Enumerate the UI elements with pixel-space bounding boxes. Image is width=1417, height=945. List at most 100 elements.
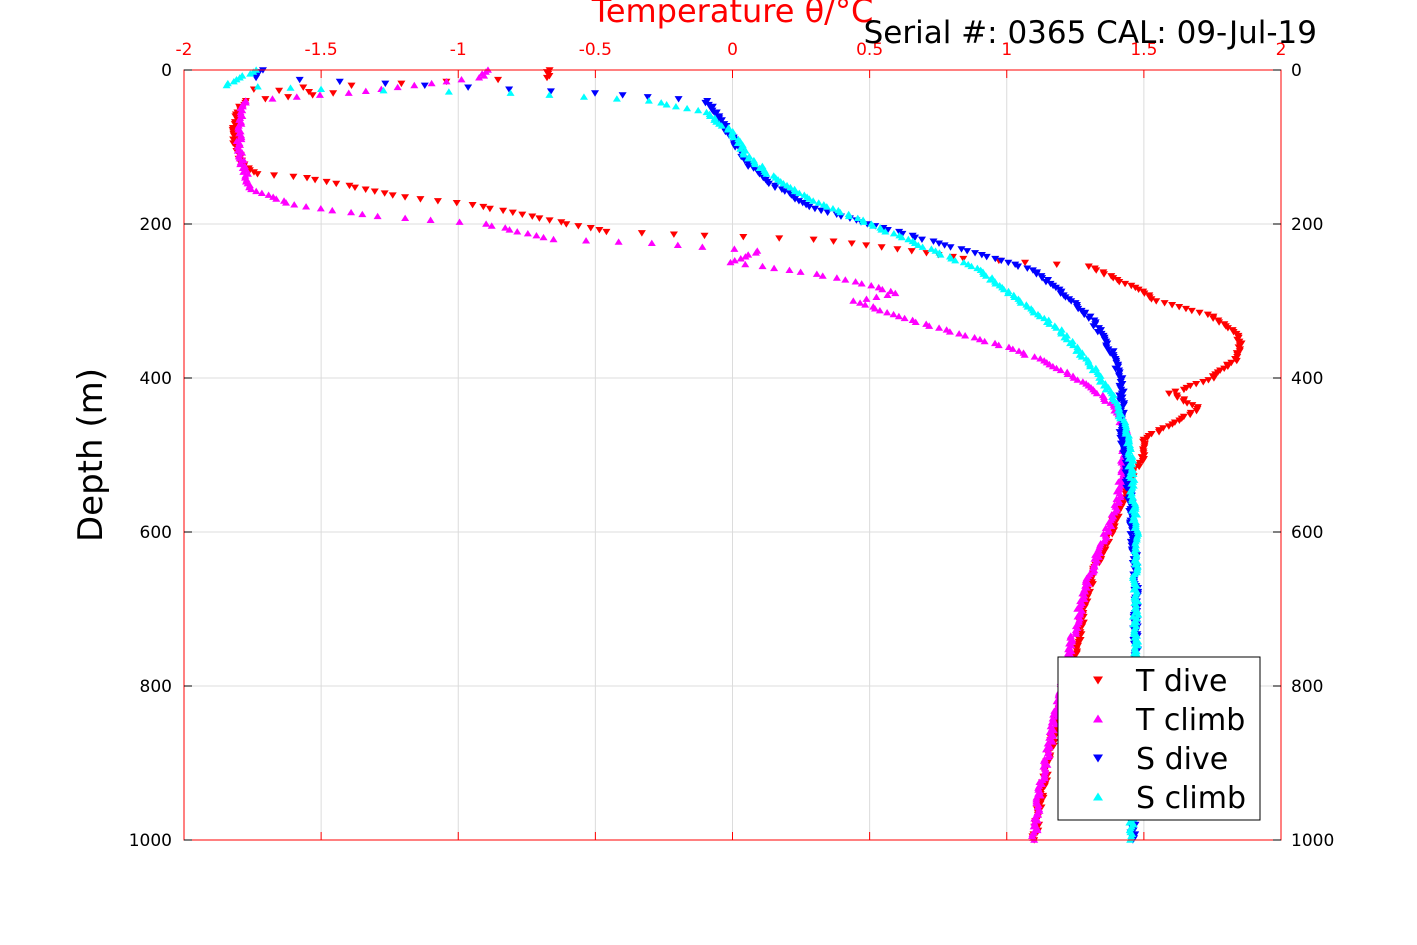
data-point [828,205,837,212]
data-point [1116,414,1125,422]
data-point [881,228,890,235]
data-point [1124,451,1133,458]
data-point [1097,327,1106,334]
data-point [388,192,397,199]
data-point [744,163,753,170]
data-point [883,308,892,316]
data-point [832,274,841,281]
data-point [957,246,966,253]
data-point [420,82,429,89]
data-point [786,183,795,191]
legend-label: T climb [1135,703,1245,738]
data-point [886,287,895,295]
data-point [393,83,402,91]
data-point [1101,397,1110,404]
data-point [1171,388,1180,396]
data-point [856,299,865,306]
data-point [730,256,739,264]
y-tick-label-right: 600 [1291,523,1323,543]
data-point [253,171,262,178]
x-tick-label: -2 [176,40,193,60]
data-point [1093,329,1102,336]
data-point [857,280,866,287]
data-point [971,250,980,257]
data-point [927,245,936,252]
data-point [970,333,979,341]
data-point [401,194,410,201]
y-tick-label-right: 1000 [1291,831,1334,851]
data-point [1096,378,1105,385]
data-point [591,90,600,97]
data-point [935,324,944,331]
data-point [1014,347,1023,354]
data-point [758,262,767,270]
data-point [401,214,410,222]
data-point [1118,394,1127,401]
data-point [671,102,680,110]
data-point [501,224,510,231]
data-point [1051,284,1060,292]
data-point [1106,350,1115,357]
data-point [814,199,823,206]
y-tick-label-left: 1000 [129,831,172,851]
data-point [931,247,940,254]
data-point [539,233,548,241]
series-s-climb [222,66,1143,843]
data-point [918,243,927,250]
legend-marker [1093,676,1103,685]
data-point [1204,377,1213,384]
data-point [275,87,284,95]
data-point [468,201,477,209]
data-point [849,297,858,304]
data-point [579,93,588,100]
data-point [574,223,583,230]
data-point [316,205,325,212]
data-point [1203,311,1212,319]
data-point [1049,711,1058,718]
legend-marker [1093,714,1103,723]
data-point [485,205,494,213]
legend-label: S dive [1136,742,1228,777]
data-point [862,242,871,249]
data-point [508,209,517,217]
legend-box [1057,656,1261,821]
data-point [1028,267,1037,274]
data-point [518,211,527,218]
data-point [914,241,923,248]
data-point [505,86,514,93]
data-point [1095,549,1104,556]
data-point [1052,261,1061,269]
data-point [1164,423,1173,430]
y-tick-label-left: 0 [161,61,172,81]
data-point [1134,286,1143,294]
data-point [877,226,886,233]
data-point [1115,278,1124,286]
data-point [1131,284,1140,292]
data-point [410,81,419,89]
legend: T dive T climb S dive S climb [1057,656,1261,821]
data-point [1047,718,1056,726]
data-point [775,235,784,242]
chart-title: Temperature θ/°C [591,0,874,30]
x-tick-label: 1 [1001,40,1012,60]
data-point [1035,312,1044,320]
data-point [1192,380,1201,388]
x-tick-label: -1.5 [305,40,338,60]
data-point [494,76,503,84]
data-point [303,175,312,182]
data-point [1147,296,1156,303]
data-point [894,312,903,320]
data-point [582,237,591,244]
data-point [1126,531,1135,538]
data-point [249,169,258,176]
data-point [542,74,551,82]
data-point [379,86,388,94]
data-point [736,255,745,262]
data-point [1032,271,1041,278]
data-point [1209,375,1218,382]
data-point [1111,365,1120,372]
legend-label: T dive [1135,664,1227,699]
data-point [1036,792,1045,799]
data-point [358,210,367,218]
